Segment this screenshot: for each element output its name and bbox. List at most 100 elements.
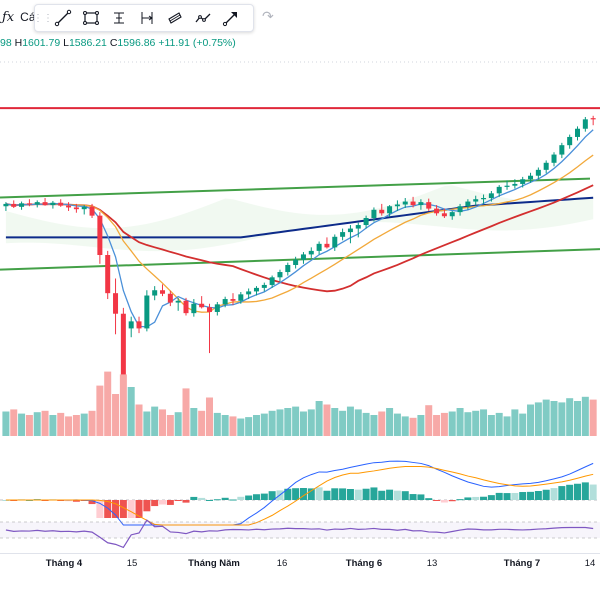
volume-bar xyxy=(511,409,519,436)
x-tick-label: 16 xyxy=(276,558,288,569)
volume-bar xyxy=(260,413,268,436)
candle-body xyxy=(402,201,408,205)
close-key: C xyxy=(109,37,118,49)
candle-body xyxy=(363,218,369,226)
price-range-button[interactable] xyxy=(135,6,159,30)
volume-bar xyxy=(534,402,542,436)
fib-retracement-icon xyxy=(114,12,124,24)
volume-bar xyxy=(229,416,237,436)
macd-histogram-bar xyxy=(268,491,276,500)
volume-bar xyxy=(378,411,386,436)
volume-bar xyxy=(135,404,143,436)
volume-bar xyxy=(456,408,464,436)
indicators-fx-icon[interactable]: ƒx xyxy=(2,9,15,25)
macd-histogram-bar xyxy=(221,497,229,500)
volume-bar xyxy=(33,412,41,436)
trend-line-button[interactable] xyxy=(51,6,75,30)
candle-body xyxy=(97,215,103,255)
macd-line xyxy=(5,460,594,526)
candle-body xyxy=(50,202,56,206)
candle-body xyxy=(58,202,64,206)
rectangle-button[interactable] xyxy=(79,6,103,30)
path-icon xyxy=(195,13,211,23)
candle-body xyxy=(418,202,424,206)
macd-histogram-bar xyxy=(527,491,535,500)
x-tick-label: Tháng 7 xyxy=(503,558,541,569)
macd-histogram-bar xyxy=(299,488,307,500)
macd-histogram-bar xyxy=(495,492,503,500)
redo-icon[interactable]: ↷ xyxy=(262,8,274,24)
volume-bar xyxy=(472,410,480,436)
candle-body xyxy=(441,213,447,217)
macd-histogram-bar xyxy=(284,488,292,500)
candle-body xyxy=(481,198,487,200)
volume-bar xyxy=(80,413,88,436)
macd-histogram-bar xyxy=(589,484,597,500)
candle-body xyxy=(387,206,393,214)
drag-handle-icon[interactable]: ⋮⋮ xyxy=(33,12,53,24)
macd-histogram-bar xyxy=(425,498,433,500)
volume-bar xyxy=(143,411,151,436)
candle-body xyxy=(128,321,134,329)
volume-bar xyxy=(299,411,307,436)
candle-body xyxy=(269,277,275,285)
volume-bar xyxy=(487,415,495,436)
volume-bar xyxy=(151,406,159,436)
macd-histogram-bar xyxy=(182,500,190,503)
volume-bar xyxy=(252,415,260,436)
parallel-channel-button[interactable] xyxy=(163,6,187,30)
candle-body xyxy=(253,287,259,292)
macd-histogram-bar xyxy=(190,496,198,500)
macd-histogram-bar xyxy=(252,494,260,500)
candle-body xyxy=(73,207,79,210)
volume-bar xyxy=(104,371,112,436)
candle-body xyxy=(293,259,299,265)
volume-bar xyxy=(558,402,566,436)
macd-histogram-bar xyxy=(464,497,472,500)
macd-histogram-bar xyxy=(151,500,159,507)
macd-histogram-bar xyxy=(166,500,174,505)
high-value: 1601.79 xyxy=(22,37,61,49)
candle-body xyxy=(535,169,541,176)
volume-bar xyxy=(65,416,73,436)
time-axis[interactable]: Tháng 4 15 Tháng Năm 16 Tháng 6 13 Tháng… xyxy=(0,553,600,574)
candle-body xyxy=(214,304,220,312)
candle-body xyxy=(543,162,549,170)
candle-body xyxy=(277,272,283,278)
arrow-button[interactable] xyxy=(219,6,243,30)
x-tick-label: 15 xyxy=(126,558,138,569)
volume-bar xyxy=(88,410,96,436)
candle-body xyxy=(332,236,338,248)
fib-retracement-button[interactable] xyxy=(107,6,131,30)
volume-bar xyxy=(49,415,57,436)
volume-bar xyxy=(393,413,401,436)
price-chart[interactable] xyxy=(0,0,600,553)
candle-body xyxy=(238,294,244,301)
volume-bar xyxy=(354,409,362,436)
volume-bar xyxy=(72,415,80,436)
candle-body xyxy=(34,202,40,205)
volume-bar xyxy=(96,385,104,436)
candle-body xyxy=(175,300,181,303)
macd-histogram-bar xyxy=(104,500,112,518)
volume-bar xyxy=(198,410,206,436)
high-key: H xyxy=(14,37,23,49)
candle-body xyxy=(340,232,346,237)
volume-bar xyxy=(550,401,558,436)
x-tick-label: 14 xyxy=(584,558,596,569)
volume-bar xyxy=(174,412,182,436)
volume-bar xyxy=(581,396,589,436)
candle-body xyxy=(528,175,534,180)
candle-body xyxy=(113,293,119,314)
candle-body xyxy=(246,291,252,295)
candle-body xyxy=(66,205,72,208)
macd-histogram-bar xyxy=(574,483,582,500)
candle-body xyxy=(199,303,205,308)
change-value: +11.91 (+0.75%) xyxy=(158,37,236,49)
volume-bar xyxy=(566,398,574,436)
trend-line-icon xyxy=(54,9,72,27)
path-button[interactable] xyxy=(191,6,215,30)
macd-histogram-bar xyxy=(260,493,268,500)
macd-histogram-bar xyxy=(440,500,448,503)
